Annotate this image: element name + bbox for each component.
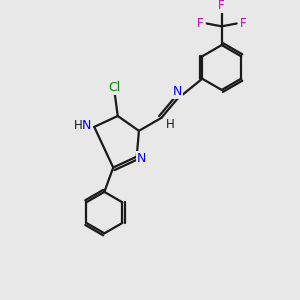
Text: N: N bbox=[137, 152, 147, 165]
Text: F: F bbox=[197, 17, 204, 30]
Text: F: F bbox=[218, 0, 225, 12]
Text: F: F bbox=[240, 17, 246, 30]
Text: N: N bbox=[172, 85, 182, 98]
Text: Cl: Cl bbox=[109, 81, 121, 94]
Text: H: H bbox=[166, 118, 174, 131]
Text: H: H bbox=[74, 119, 82, 132]
Text: N: N bbox=[82, 119, 91, 132]
